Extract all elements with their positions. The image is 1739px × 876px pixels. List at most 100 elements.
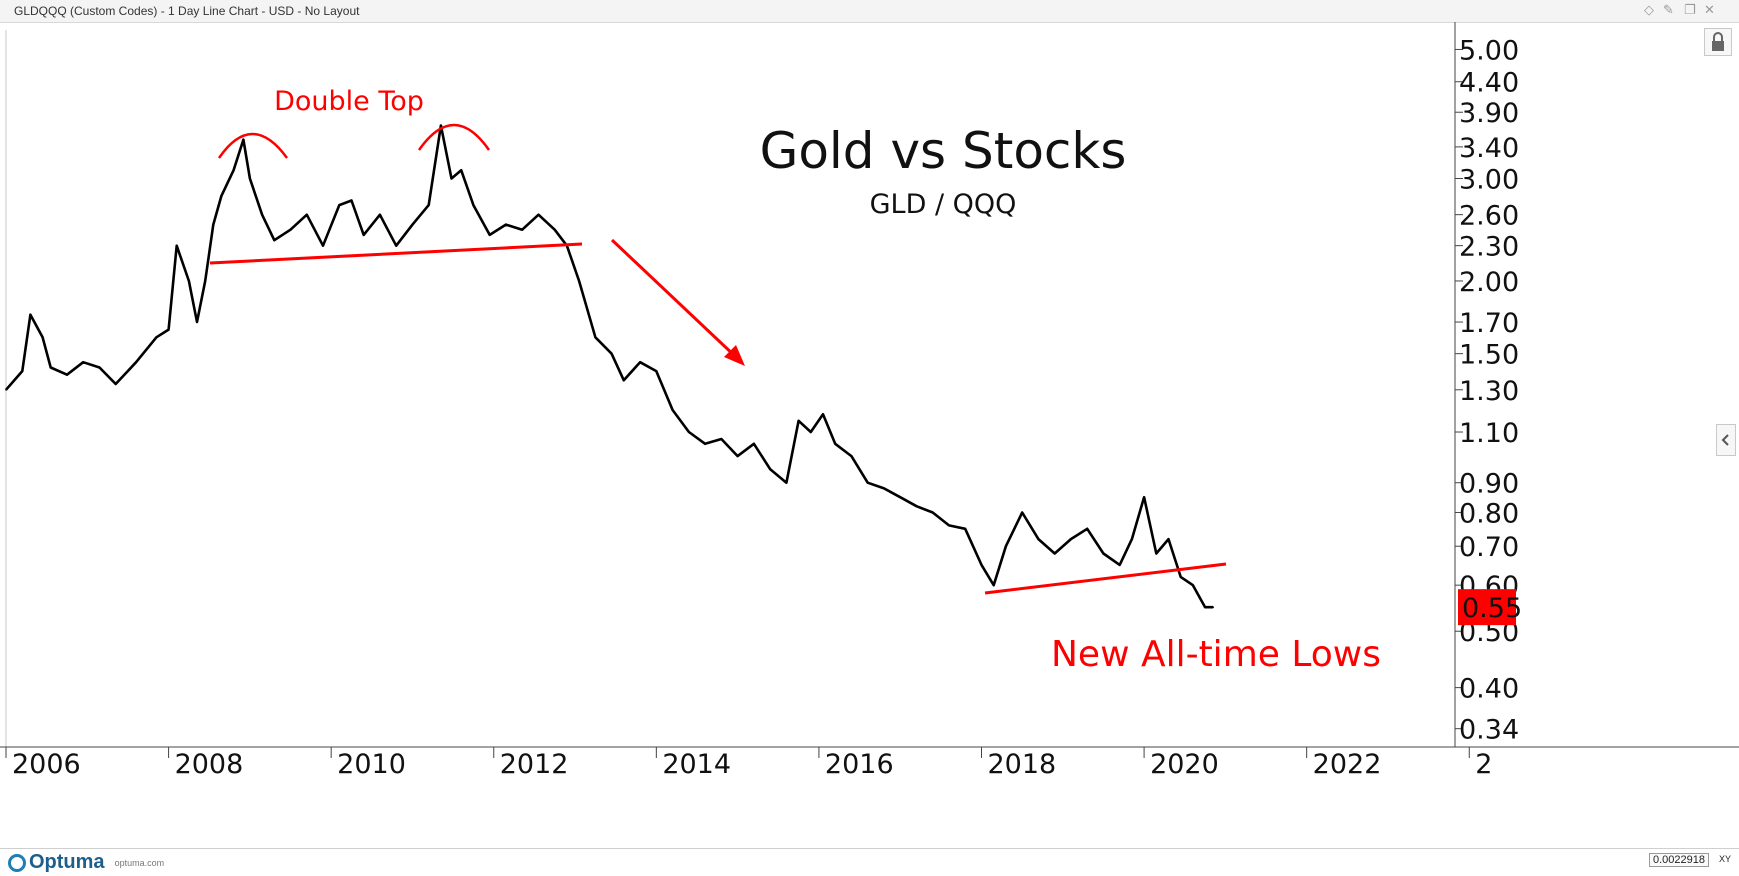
series-point xyxy=(980,564,983,566)
series-point xyxy=(1155,552,1158,555)
neckline-support xyxy=(209,242,583,265)
series-point xyxy=(472,204,475,206)
x-tick-label: 2010 xyxy=(337,749,406,780)
series-line xyxy=(5,124,1214,609)
series-point xyxy=(1143,496,1145,499)
series-point xyxy=(1005,545,1007,547)
series-point xyxy=(931,511,934,514)
series-point xyxy=(196,321,198,323)
series-point xyxy=(736,455,739,457)
x-tick-label: 2014 xyxy=(662,749,731,780)
y-tick-label: 0.90 xyxy=(1459,469,1519,500)
series-point xyxy=(964,528,966,530)
series-point xyxy=(29,313,32,316)
series-point xyxy=(785,481,788,484)
x-tick-label: 2008 xyxy=(175,749,244,780)
series-point xyxy=(1192,584,1194,586)
y-tick-label: 0.70 xyxy=(1459,532,1519,563)
x-tick-label: 2018 xyxy=(988,749,1057,780)
series-point xyxy=(671,409,674,411)
pin-icon[interactable]: ✎ xyxy=(1663,2,1674,17)
chart-subtitle: GLD / QQQ xyxy=(870,189,1017,220)
window-title: GLDQQQ (Custom Codes) - 1 Day Line Chart… xyxy=(14,4,360,18)
chart[interactable]: 5.004.403.90 3.403.00 2.602.30 2.00 1.701.50… xyxy=(0,22,1739,848)
series-point xyxy=(82,361,84,364)
series-point xyxy=(521,228,523,231)
series-point xyxy=(1102,552,1105,555)
window-titlebar: GLDQQQ (Custom Codes) - 1 Day Line Chart… xyxy=(0,0,1739,23)
series-point xyxy=(273,239,276,241)
series-point xyxy=(1070,538,1072,540)
double-top-arc-left xyxy=(217,132,289,159)
x-tick-label: 2012 xyxy=(500,749,569,780)
series-point xyxy=(1086,528,1088,530)
series-point xyxy=(1021,511,1023,514)
series-point xyxy=(460,169,463,171)
series-point xyxy=(232,169,235,171)
plot-area xyxy=(0,22,1739,748)
series-point xyxy=(992,584,995,586)
series-point xyxy=(220,195,223,197)
optuma-logo-icon xyxy=(8,853,26,872)
series-point xyxy=(135,361,137,364)
diamond-icon[interactable]: ◇ xyxy=(1644,2,1654,17)
series-point xyxy=(306,213,308,216)
breakdown-arrow-shaft xyxy=(610,238,739,360)
y-tick-label: 3.90 xyxy=(1459,98,1519,129)
series-point xyxy=(350,199,353,202)
series-point xyxy=(379,213,381,216)
series-point xyxy=(639,361,641,364)
series-point xyxy=(610,352,613,355)
series-point xyxy=(249,177,251,180)
y-tick-label: 1.10 xyxy=(1459,418,1519,449)
series-point xyxy=(834,443,836,445)
breakdown-arrow-head xyxy=(724,345,745,366)
collapse-panel-icon[interactable] xyxy=(1716,424,1736,456)
y-tick-label: 1.70 xyxy=(1459,308,1519,339)
series-point xyxy=(623,379,625,382)
series-point xyxy=(188,280,190,282)
last-price-label: 0.55 xyxy=(1462,593,1522,624)
annotation-new-lows: New All-time Lows xyxy=(1051,634,1381,675)
series-point xyxy=(98,366,101,369)
series-point xyxy=(899,496,901,499)
y-tick-label: 1.30 xyxy=(1459,376,1519,407)
series-point xyxy=(948,524,950,527)
series-point xyxy=(1053,552,1056,555)
x-tick-label: 2006 xyxy=(12,749,81,780)
series-point xyxy=(866,481,869,484)
series-point xyxy=(49,366,52,369)
series-point xyxy=(822,413,824,416)
series-point xyxy=(797,420,800,422)
last-price-badge xyxy=(1458,589,1516,626)
double-top-arc-right xyxy=(417,123,491,151)
annotations: Double Top New All-time Lows xyxy=(209,86,1381,675)
series-point xyxy=(537,213,540,216)
series-point xyxy=(1212,606,1214,608)
series-point xyxy=(488,234,491,236)
series-point xyxy=(5,389,7,391)
x-tick-label: 2016 xyxy=(825,749,894,780)
precision-readout[interactable]: 0.0022918 xyxy=(1649,853,1709,867)
series-point xyxy=(322,244,324,247)
series-point xyxy=(704,443,706,445)
x-tick-label: 2 xyxy=(1475,749,1492,780)
series-point xyxy=(505,223,507,226)
series-point xyxy=(578,280,580,282)
series-point xyxy=(212,223,215,226)
xy-toggle[interactable]: XY xyxy=(1718,854,1731,864)
series-point xyxy=(41,336,44,339)
series-point xyxy=(289,228,292,231)
series-point xyxy=(1204,606,1206,608)
annotation-double-top: Double Top xyxy=(274,86,424,117)
close-icon[interactable]: ✕ xyxy=(1704,2,1715,17)
series-point xyxy=(594,336,597,339)
series-point xyxy=(769,468,771,470)
restore-icon[interactable]: ❐ xyxy=(1684,2,1696,17)
series-point xyxy=(1037,538,1040,540)
series-point xyxy=(427,204,430,206)
series-point xyxy=(450,177,453,180)
y-tick-label: 2.00 xyxy=(1459,267,1519,298)
lock-icon[interactable] xyxy=(1704,28,1732,56)
series-point xyxy=(411,223,414,226)
